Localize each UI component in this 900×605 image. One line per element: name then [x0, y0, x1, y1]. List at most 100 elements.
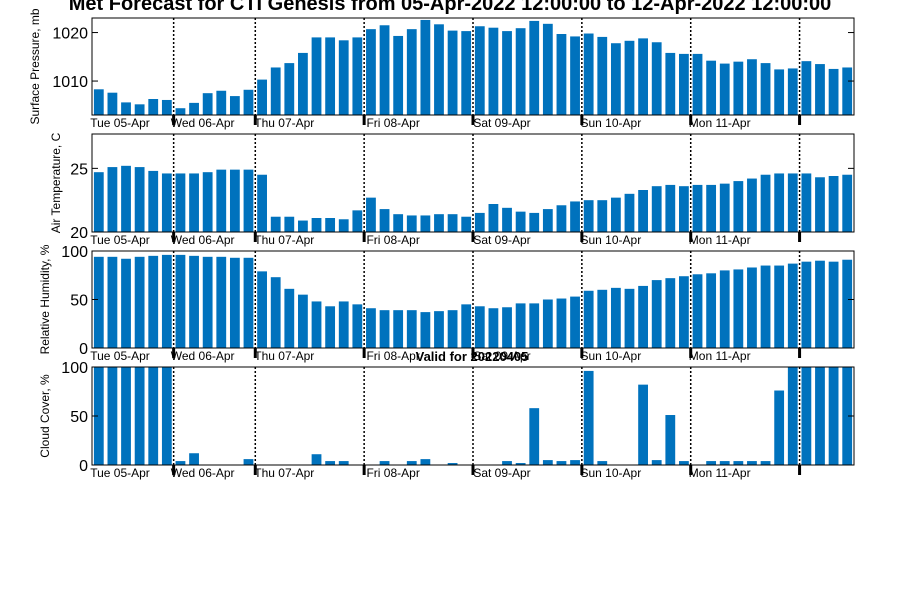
- y-tick-label: 50: [70, 293, 88, 310]
- bar: [461, 216, 472, 232]
- bar: [175, 254, 186, 348]
- bar: [420, 312, 431, 348]
- bar: [733, 181, 744, 232]
- bar: [257, 174, 267, 232]
- x-day-label: Fri 08-Apr: [366, 233, 419, 247]
- bar: [161, 254, 172, 348]
- x-day-label: Sat 09-Apr: [473, 349, 530, 363]
- bar: [774, 69, 785, 115]
- bar: [161, 173, 172, 232]
- bar: [787, 68, 798, 115]
- bar: [760, 174, 771, 232]
- x-day-label: Thu 07-Apr: [254, 466, 314, 480]
- figure-title: Met Forecast for CTI Genesis from 05-Apr…: [69, 0, 832, 15]
- bar: [488, 308, 499, 348]
- bar: [583, 290, 594, 348]
- bar: [447, 310, 458, 348]
- bar: [679, 276, 689, 348]
- bar: [93, 89, 104, 115]
- y-tick-label: 25: [70, 161, 88, 178]
- bar: [542, 299, 553, 348]
- bar: [692, 184, 703, 232]
- bar: [107, 92, 118, 115]
- y-tick-label: 100: [61, 244, 88, 261]
- bar: [474, 306, 485, 348]
- bar: [815, 177, 825, 232]
- bar: [556, 298, 567, 348]
- bar: [815, 260, 825, 348]
- bar: [202, 172, 213, 232]
- bar: [148, 255, 159, 348]
- bar: [733, 61, 744, 115]
- bar: [570, 460, 580, 465]
- panel-3: 0 50 100 Tue 05-Apr Wed 06-Apr Thu 07-Apr Fri …: [38, 244, 855, 363]
- bar: [679, 53, 689, 115]
- bar: [352, 37, 363, 115]
- bar: [787, 367, 798, 465]
- bar: [638, 190, 648, 232]
- bar: [651, 280, 662, 348]
- bar: [189, 255, 199, 348]
- bar: [706, 184, 717, 232]
- bar: [787, 173, 798, 232]
- bar: [529, 408, 540, 465]
- bar: [270, 216, 281, 232]
- panel-1: 1010 1020 Tue 05-Apr Wed 06-Apr Thu 07-Apr Fr…: [28, 8, 855, 130]
- bar: [842, 367, 853, 465]
- bar: [815, 64, 825, 115]
- bar: [610, 287, 621, 348]
- bar: [175, 108, 186, 115]
- bar: [679, 461, 689, 465]
- bar: [610, 43, 621, 115]
- bar: [93, 172, 104, 232]
- x-day-label: Thu 07-Apr: [254, 349, 314, 363]
- bar: [338, 219, 349, 232]
- bar: [529, 303, 540, 348]
- bar: [107, 256, 118, 348]
- bar: [229, 257, 240, 348]
- bar: [175, 173, 186, 232]
- bar: [298, 294, 308, 348]
- bar: [542, 23, 553, 115]
- y-tick-label: 0: [79, 341, 88, 358]
- x-day-label: Mon 11-Apr: [689, 233, 751, 247]
- bar: [515, 211, 526, 232]
- y-tick-label: 1010: [52, 74, 88, 91]
- x-day-label: Tue 05-Apr: [90, 349, 150, 363]
- x-day-label: Wed 06-Apr: [171, 116, 235, 130]
- panel-2: 20 25 Tue 05-Apr Wed 06-Apr Thu 07-Apr Fri 08…: [49, 132, 855, 247]
- bar: [760, 265, 771, 348]
- bar: [311, 454, 322, 465]
- bar: [420, 459, 431, 465]
- bar: [747, 461, 757, 465]
- bar: [148, 367, 159, 465]
- bar: [148, 99, 159, 115]
- x-day-label: Sat 09-Apr: [473, 233, 530, 247]
- bar: [556, 461, 567, 465]
- bar: [774, 265, 785, 348]
- bar: [556, 205, 567, 232]
- bar: [434, 311, 444, 348]
- bar: [107, 367, 118, 465]
- x-day-label: Mon 11-Apr: [689, 116, 751, 130]
- x-day-label: Wed 06-Apr: [171, 466, 235, 480]
- bar: [284, 216, 295, 232]
- bar: [488, 204, 499, 232]
- bar: [134, 367, 145, 465]
- bar: [393, 214, 404, 232]
- bar: [447, 463, 458, 465]
- bar: [93, 256, 104, 348]
- bar: [134, 104, 145, 115]
- y-tick-label: 0: [79, 458, 88, 475]
- y-axis-label: Cloud Cover, %: [38, 374, 52, 458]
- bar: [638, 384, 648, 465]
- bar: [420, 215, 431, 232]
- bar: [325, 37, 336, 115]
- bar: [270, 277, 281, 348]
- bar: [502, 307, 512, 348]
- bar: [542, 209, 553, 232]
- bar: [597, 289, 608, 348]
- bar: [298, 52, 308, 115]
- bar: [284, 288, 295, 348]
- bar: [706, 461, 717, 465]
